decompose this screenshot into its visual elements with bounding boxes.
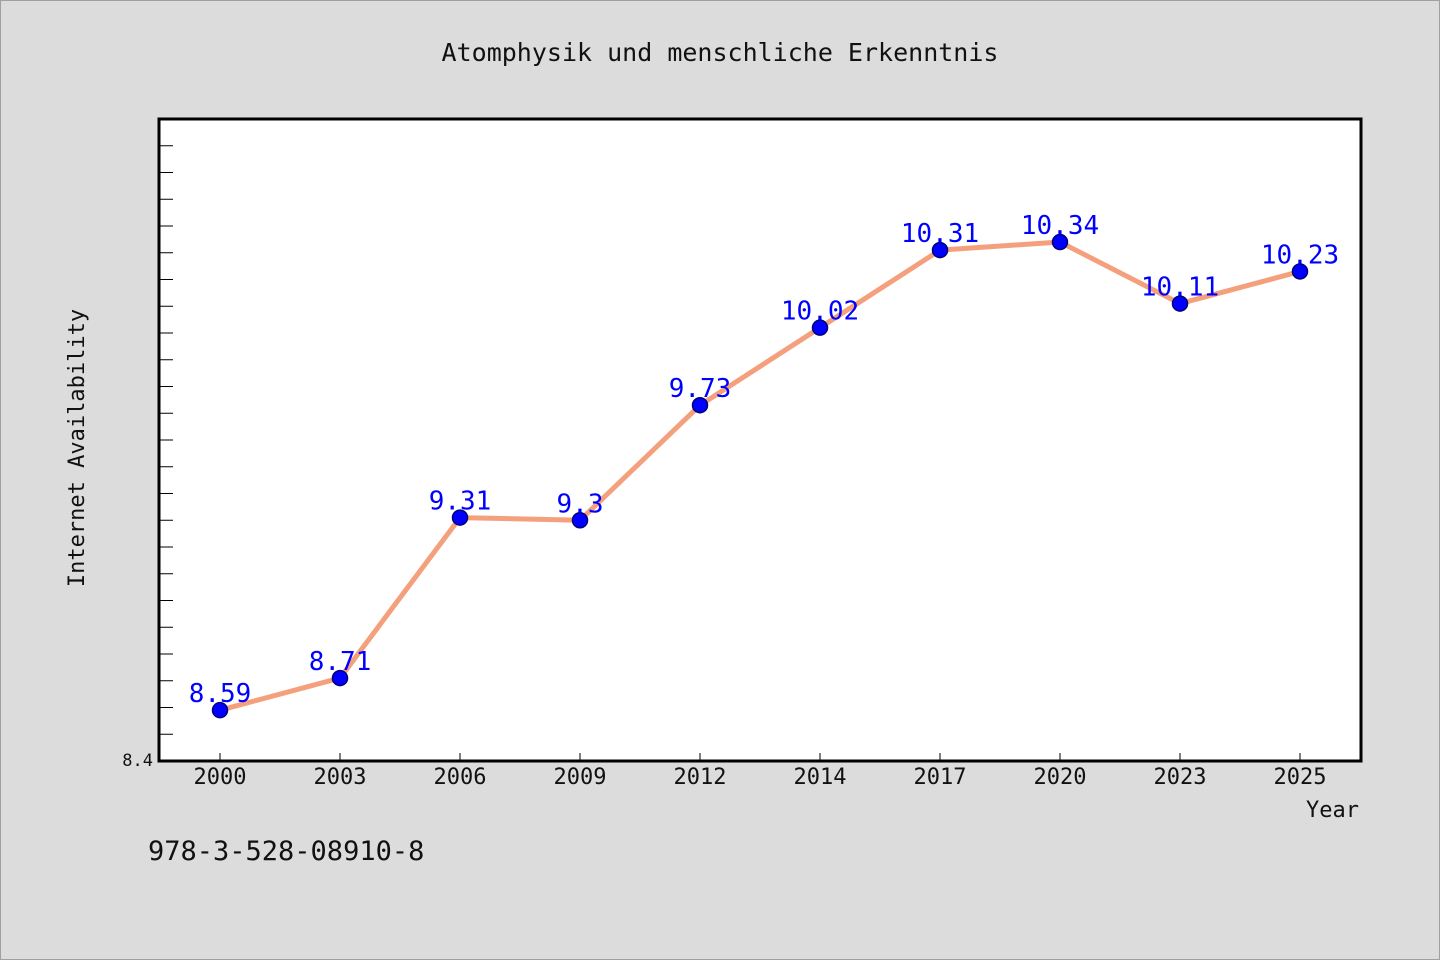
data-label: 9.3 xyxy=(557,489,604,519)
x-tick-label: 2003 xyxy=(314,765,367,790)
y-axis-tick-labels: 8.4 xyxy=(122,751,153,771)
data-label: 9.73 xyxy=(669,374,732,404)
data-point xyxy=(211,701,229,719)
data-label: 10.23 xyxy=(1261,240,1339,270)
data-point xyxy=(331,669,349,687)
data-labels: 8.59 8.71 9.31 9.3 9.73 10.02 10.31 10.34 10.11 1… xyxy=(189,211,1339,709)
x-tick-label: 2025 xyxy=(1274,765,1327,790)
data-point xyxy=(811,319,829,336)
y-tick-label: 8.4 xyxy=(122,751,153,771)
data-label: 8.59 xyxy=(189,679,252,709)
data-point xyxy=(691,396,709,414)
y-axis-ticks xyxy=(159,145,173,735)
data-point xyxy=(571,512,589,529)
x-tick-label: 2009 xyxy=(554,765,607,790)
data-label: 10.34 xyxy=(1021,211,1099,241)
y-axis-label: Internet Availability xyxy=(65,309,90,587)
data-label: 10.11 xyxy=(1141,273,1219,303)
x-tick-label: 2020 xyxy=(1034,765,1087,790)
data-point xyxy=(931,241,949,259)
x-axis-ticks xyxy=(219,753,1301,761)
data-point xyxy=(1291,263,1309,280)
x-tick-label: 2000 xyxy=(194,765,247,790)
isbn-text: 978-3-528-08910-8 xyxy=(148,836,425,867)
series-markers xyxy=(211,233,1309,719)
x-tick-label: 2012 xyxy=(674,765,727,790)
x-axis-label: Year xyxy=(1306,798,1359,823)
data-point xyxy=(451,509,469,526)
x-tick-label: 2023 xyxy=(1154,765,1207,790)
chart-title: Atomphysik und menschliche Erkenntnis xyxy=(442,38,999,67)
series-line xyxy=(217,239,1303,713)
x-tick-label: 2017 xyxy=(914,765,967,790)
x-tick-label: 2014 xyxy=(794,765,847,790)
data-label: 9.31 xyxy=(429,487,492,517)
data-label: 8.71 xyxy=(309,647,372,677)
x-tick-label: 2006 xyxy=(434,765,487,790)
x-axis-tick-labels: 2000 2003 2006 2009 2012 2014 2017 2020 2023 2025 xyxy=(194,765,1327,790)
data-label: 10.31 xyxy=(901,219,979,249)
data-label: 10.02 xyxy=(781,297,859,327)
data-point xyxy=(1051,233,1069,251)
data-point xyxy=(1171,295,1189,312)
